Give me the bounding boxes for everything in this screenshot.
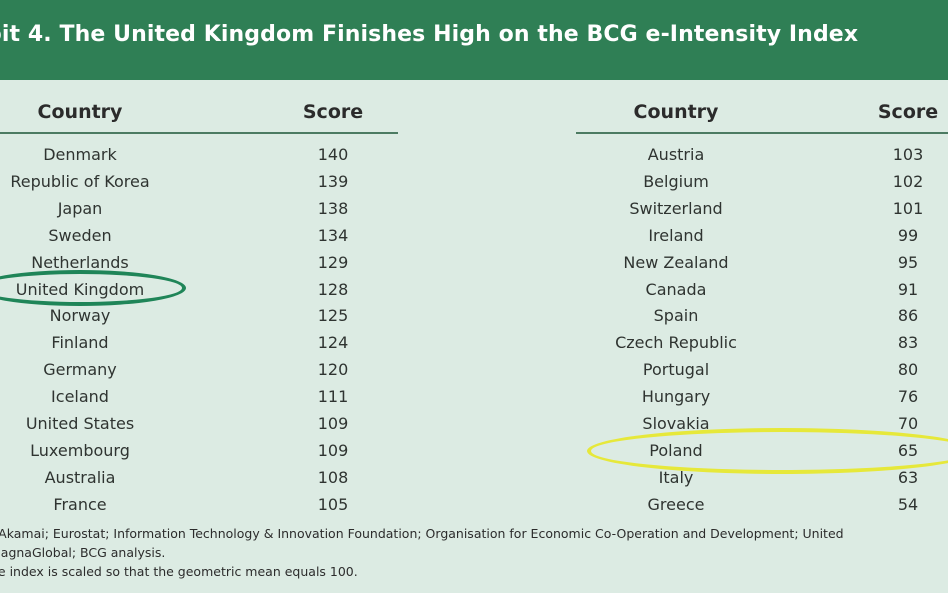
country-cell: Ireland <box>648 225 704 245</box>
column-header-country: Country <box>37 101 123 123</box>
table-row: Hungary 76 <box>576 384 948 411</box>
score-cell: 101 <box>892 198 924 218</box>
column-header-score: Score <box>302 101 364 123</box>
score-cell: 83 <box>897 333 919 353</box>
column-header-score: Score <box>877 101 939 123</box>
score-cell: 102 <box>892 171 924 191</box>
score-cell: 86 <box>897 306 919 326</box>
highlight-circle-poland <box>587 428 948 474</box>
country-cell: Italy <box>658 467 694 487</box>
score-cell: 54 <box>897 494 919 514</box>
country-cell: Iceland <box>51 387 109 407</box>
country-cell: Greece <box>647 494 705 514</box>
table-row: Australia 108 <box>0 465 398 492</box>
score-cell: 129 <box>317 252 349 272</box>
title-bar: bit 4. The United Kingdom Finishes High … <box>0 0 948 80</box>
table-row: Netherlands 129 <box>0 250 398 277</box>
table-row: Czech Republic 83 <box>576 330 948 357</box>
country-cell: Canada <box>645 279 707 299</box>
table-row: Italy 63 <box>576 465 948 492</box>
table-row: Switzerland 101 <box>576 196 948 223</box>
score-cell: 99 <box>897 225 919 245</box>
score-cell: 70 <box>897 414 919 433</box>
table-row: Norway 125 <box>0 303 398 330</box>
score-cell: 125 <box>317 306 349 326</box>
score-cell: 139 <box>317 171 349 191</box>
table-row: Finland 124 <box>0 330 398 357</box>
score-cell: 140 <box>317 145 349 164</box>
table-row: Republic of Korea 139 <box>0 169 398 196</box>
country-cell: Austria <box>647 145 705 164</box>
table-row: Portugal 80 <box>576 357 948 384</box>
score-cell: 105 <box>317 494 349 514</box>
country-cell: Japan <box>57 198 103 218</box>
table-row: Canada 91 <box>576 277 948 304</box>
table-row: Iceland 111 <box>0 384 398 411</box>
table-row: United States 109 <box>0 411 398 438</box>
country-cell: Hungary <box>641 387 711 407</box>
score-cell: 91 <box>897 279 919 299</box>
header-rule <box>576 132 948 134</box>
score-cell: 76 <box>897 387 919 407</box>
table-row: Belgium 102 <box>576 169 948 196</box>
table-row: Spain 86 <box>576 303 948 330</box>
table-row: Ireland 99 <box>576 223 948 250</box>
country-cell: Portugal <box>642 360 710 380</box>
table-row: Luxembourg 109 <box>0 438 398 465</box>
column-header-country: Country <box>633 101 719 123</box>
note-line: he index is scaled so that the geometric… <box>0 564 358 579</box>
country-cell: Czech Republic <box>615 333 737 353</box>
score-cell: 138 <box>317 198 349 218</box>
country-cell: France <box>53 494 107 514</box>
country-cell: Netherlands <box>31 252 129 272</box>
score-cell: 111 <box>317 387 349 407</box>
country-cell: Belgium <box>643 171 709 191</box>
country-cell: Slovakia <box>642 414 710 433</box>
score-cell: 124 <box>317 333 349 353</box>
country-cell: Australia <box>44 467 116 487</box>
score-cell: 108 <box>317 467 349 487</box>
score-cell: 109 <box>317 440 349 460</box>
score-cell: 103 <box>892 145 924 164</box>
header-rule <box>0 132 398 134</box>
country-cell: Republic of Korea <box>10 171 150 191</box>
exhibit-title: bit 4. The United Kingdom Finishes High … <box>0 22 859 47</box>
table-row: Denmark 140 <box>0 142 398 169</box>
score-cell: 80 <box>897 360 919 380</box>
score-cell: 109 <box>317 414 349 433</box>
table-row: Austria 103 <box>576 142 948 169</box>
table-row: Slovakia 70 <box>576 411 948 438</box>
score-cell: 63 <box>897 467 919 487</box>
score-cell: 95 <box>897 252 919 272</box>
table-row: Sweden 134 <box>0 223 398 250</box>
table-row: New Zealand 95 <box>576 250 948 277</box>
country-cell: Germany <box>43 360 117 380</box>
country-cell: Denmark <box>43 145 117 164</box>
score-cell: 134 <box>317 225 349 245</box>
source-notes: : Akamai; Eurostat; Information Technolo… <box>0 524 948 581</box>
country-cell: Spain <box>653 306 699 326</box>
country-cell: New Zealand <box>623 252 729 272</box>
table-row: Germany 120 <box>0 357 398 384</box>
highlight-circle-united-kingdom <box>0 270 186 306</box>
table-row: Greece 54 <box>576 492 948 519</box>
country-cell: Luxembourg <box>30 440 130 460</box>
score-cell: 128 <box>317 279 349 299</box>
table-row: Japan 138 <box>0 196 398 223</box>
table-row: France 105 <box>0 492 398 519</box>
country-cell: United States <box>25 414 135 433</box>
country-cell: Norway <box>49 306 111 326</box>
source-line: : Akamai; Eurostat; Information Technolo… <box>0 526 844 541</box>
score-cell: 120 <box>317 360 349 380</box>
country-cell: Switzerland <box>629 198 723 218</box>
source-line: MagnaGlobal; BCG analysis. <box>0 545 166 560</box>
country-cell: Sweden <box>48 225 112 245</box>
country-cell: Finland <box>51 333 109 353</box>
